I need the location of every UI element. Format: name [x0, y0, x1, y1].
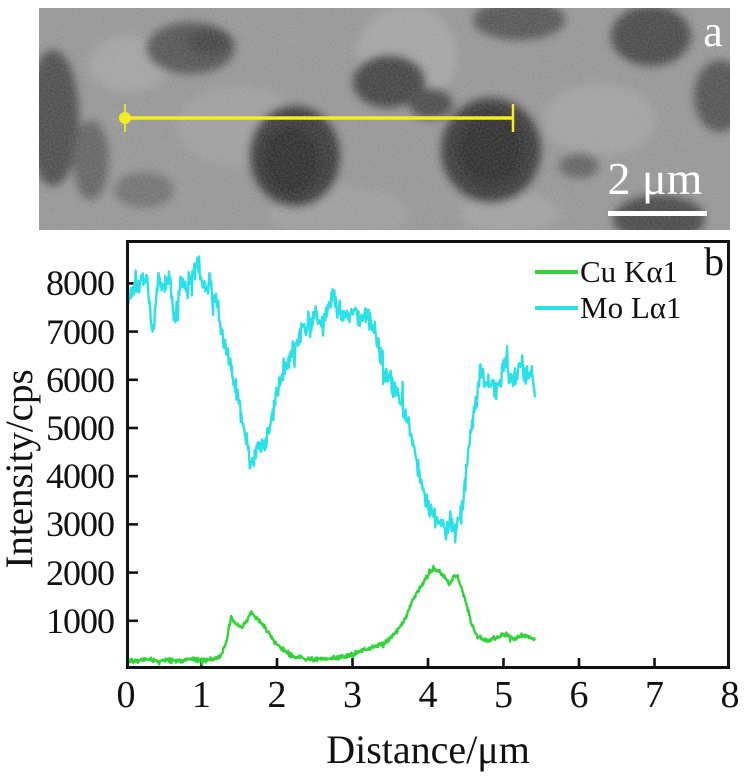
series-trace-1 — [126, 255, 537, 544]
scale-bar — [608, 211, 707, 216]
panel-a-label: a — [703, 7, 723, 56]
y-tick-label: 3000 — [46, 504, 115, 545]
plot-frame — [126, 240, 730, 669]
x-tick-label: 2 — [267, 674, 287, 716]
x-tick-label: 6 — [569, 674, 589, 716]
legend: Cu Kα1 Mo Lα1 — [535, 254, 682, 326]
sem-micrograph — [39, 8, 730, 230]
legend-swatch — [535, 306, 578, 310]
series-trace-0 — [126, 564, 537, 666]
legend-label: Mo Lα1 — [580, 290, 682, 325]
x-tick-label: 8 — [720, 674, 740, 716]
y-tick-label: 5000 — [46, 407, 115, 448]
y-tick-label: 6000 — [46, 359, 115, 400]
legend-swatch — [535, 270, 578, 274]
scale-bar-text: 2 μm — [607, 153, 703, 204]
line-scan-start-dot — [119, 112, 131, 124]
panel-b-label: b — [704, 239, 724, 284]
x-axis-title: Distance/μm — [326, 727, 530, 772]
y-tick-label: 8000 — [46, 263, 115, 304]
x-tick-label: 0 — [116, 674, 136, 716]
x-tick-label: 4 — [418, 674, 438, 716]
legend-item: Mo Lα1 — [535, 290, 682, 326]
x-tick-label: 5 — [494, 674, 513, 716]
legend-label: Cu Kα1 — [580, 254, 679, 289]
y-tick-label: 7000 — [46, 311, 115, 352]
x-tick-label: 7 — [645, 674, 664, 716]
intensity-plot — [126, 240, 730, 669]
legend-item: Cu Kα1 — [535, 254, 682, 290]
x-tick-label: 3 — [343, 674, 362, 716]
y-tick-label: 4000 — [46, 456, 115, 497]
y-tick-label: 1000 — [46, 600, 115, 641]
y-tick-label: 2000 — [46, 552, 115, 593]
x-tick-label: 1 — [192, 674, 211, 716]
line-scan-marker — [119, 104, 515, 132]
